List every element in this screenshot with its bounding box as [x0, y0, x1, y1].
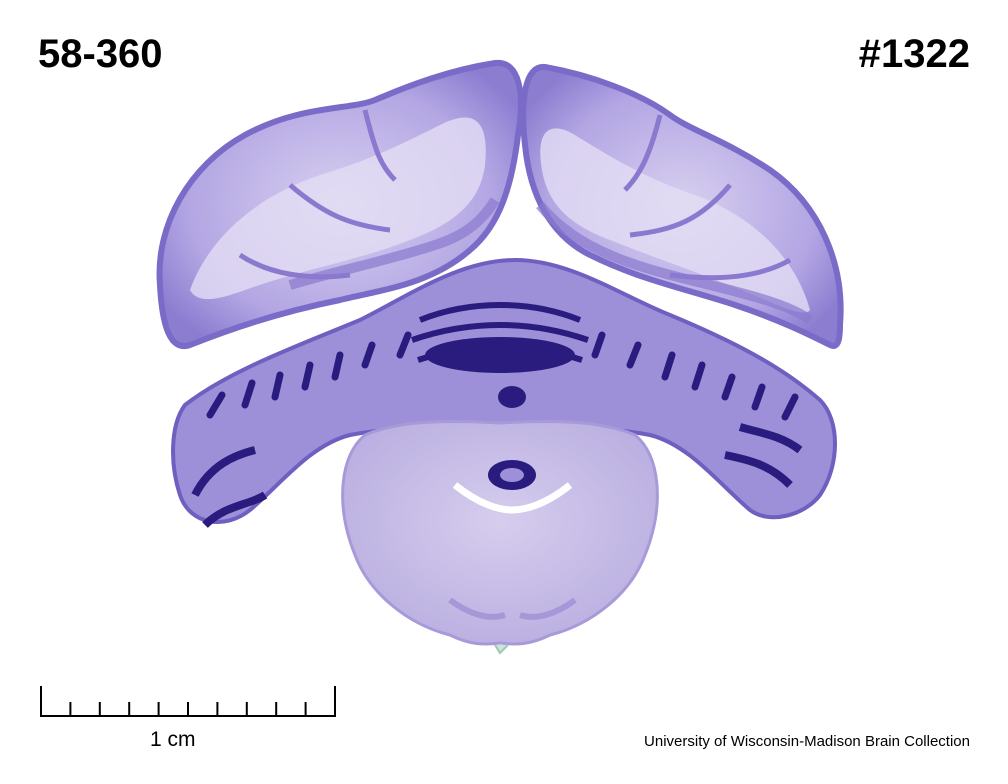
slide-number: #1322 [858, 32, 970, 76]
brain-stem [341, 419, 659, 655]
left-hemisphere [156, 59, 524, 350]
brain-section-image [156, 59, 844, 655]
right-hemisphere [520, 64, 844, 349]
scale-bar [40, 686, 340, 718]
scale-label: 1 cm [150, 728, 196, 751]
specimen-id: 58-360 [38, 32, 163, 76]
cerebellum [171, 257, 837, 528]
collection-credit: University of Wisconsin-Madison Brain Co… [644, 733, 970, 750]
